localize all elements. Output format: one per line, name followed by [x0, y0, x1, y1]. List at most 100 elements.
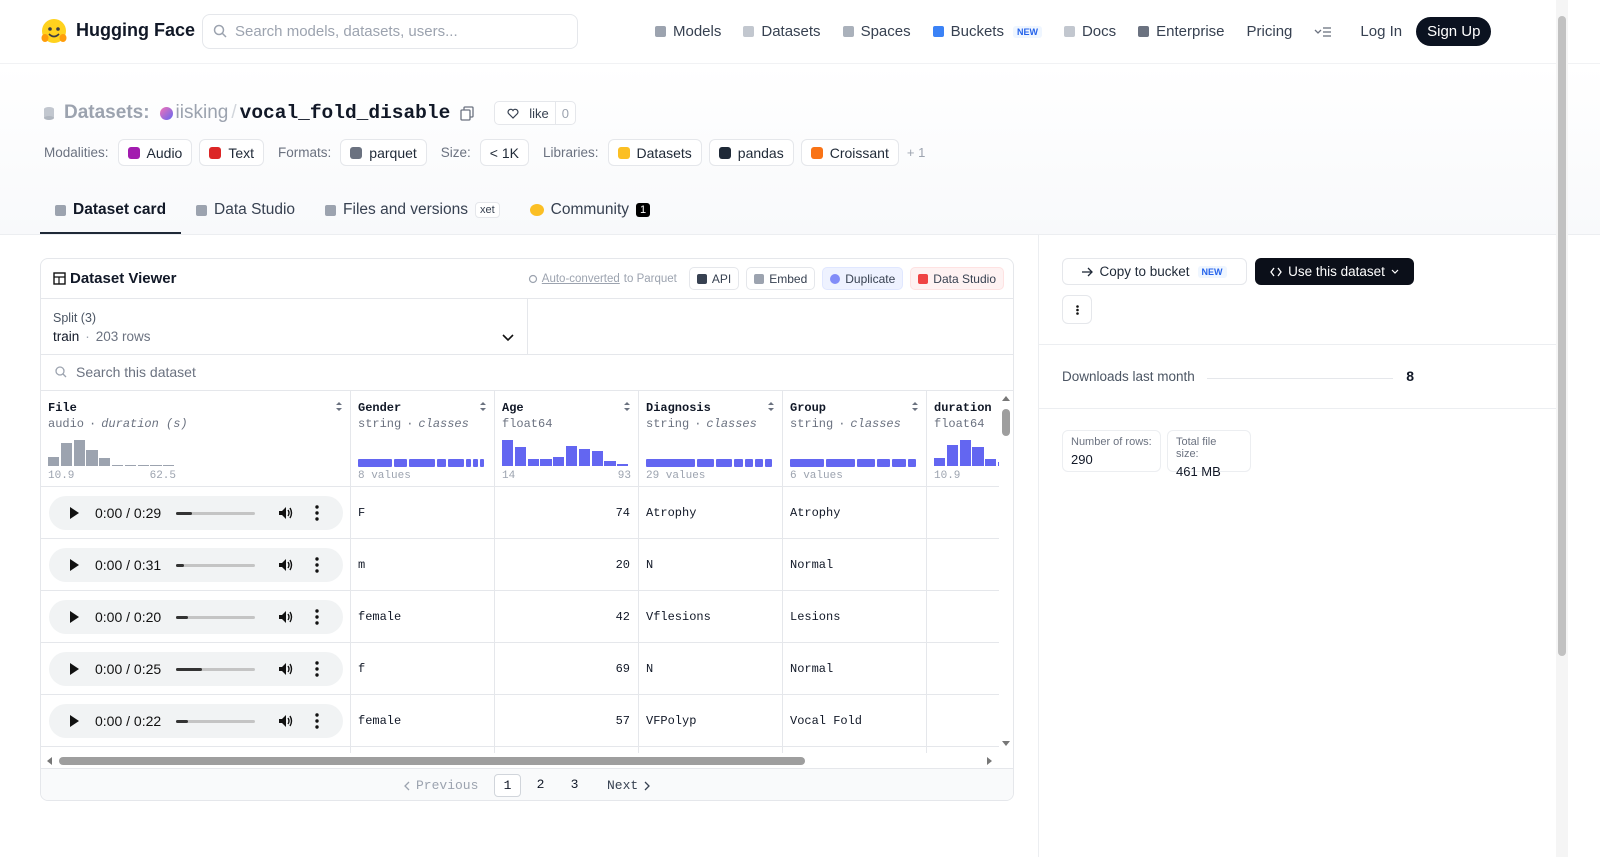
- page-next[interactable]: Next: [607, 778, 651, 793]
- histogram-bar[interactable]: [959, 440, 971, 466]
- copy-icon[interactable]: [460, 105, 474, 121]
- column-header[interactable]: Age float64 14 93: [495, 391, 639, 487]
- nav-link[interactable]: Spaces: [842, 23, 911, 40]
- column-header[interactable]: Gender string · classes 8 values: [351, 391, 495, 487]
- histogram-bar[interactable]: [150, 464, 162, 466]
- viewer-button[interactable]: API: [688, 267, 740, 290]
- login[interactable]: Log In: [1360, 23, 1403, 40]
- histogram-bar[interactable]: [514, 447, 527, 466]
- class-segment[interactable]: [716, 459, 733, 467]
- histogram-bar[interactable]: [553, 456, 565, 466]
- use-dataset[interactable]: Use this dataset: [1255, 258, 1414, 285]
- volume-button[interactable]: [278, 506, 294, 520]
- audio-progress[interactable]: [176, 668, 255, 671]
- histogram-bar[interactable]: [578, 449, 591, 466]
- scroll-left[interactable]: [46, 757, 52, 765]
- nav-link[interactable]: Datasets: [743, 23, 821, 40]
- signup[interactable]: Sign Up: [1416, 17, 1492, 46]
- class-segment[interactable]: [907, 459, 916, 467]
- histogram-bar[interactable]: [946, 445, 959, 466]
- audio-progress[interactable]: [176, 720, 255, 723]
- nav-link[interactable]: Enterprise: [1138, 23, 1225, 40]
- tag-chip[interactable]: pandas: [708, 139, 794, 166]
- audio-menu[interactable]: [315, 713, 319, 729]
- histogram-bar[interactable]: [591, 451, 603, 466]
- page-number[interactable]: 1: [494, 774, 521, 797]
- vscroll-thumb[interactable]: [1002, 409, 1010, 436]
- audio-progress[interactable]: [176, 512, 255, 515]
- tab[interactable]: Data Studio: [181, 188, 310, 232]
- play-button[interactable]: [69, 715, 79, 727]
- histogram-bar[interactable]: [502, 440, 514, 466]
- tag-chip[interactable]: parquet: [340, 139, 427, 166]
- class-segment[interactable]: [790, 459, 824, 467]
- nav-link[interactable]: Pricing: [1247, 23, 1293, 40]
- auto-link[interactable]: Auto-converted: [541, 272, 620, 285]
- hscroll-thumb[interactable]: [59, 757, 805, 765]
- histogram-bar[interactable]: [99, 457, 111, 466]
- class-segment[interactable]: [754, 459, 764, 467]
- tag-chip[interactable]: < 1K: [479, 139, 529, 166]
- class-segment[interactable]: [473, 459, 478, 467]
- viewer-button[interactable]: Embed: [746, 267, 816, 290]
- viewer-button[interactable]: Data Studio: [910, 267, 1004, 290]
- page-prev[interactable]: Previous: [404, 778, 478, 793]
- scroll-down[interactable]: [1002, 741, 1010, 747]
- audio-menu[interactable]: [315, 557, 319, 573]
- column-header[interactable]: Diagnosis string · classes 29 values: [639, 391, 783, 487]
- page-number[interactable]: 2: [536, 777, 545, 792]
- audio-progress[interactable]: [176, 616, 255, 619]
- column-header[interactable]: duration float64 10.9: [927, 391, 999, 487]
- histogram-bar[interactable]: [137, 464, 149, 466]
- scroll-up[interactable]: [1002, 395, 1010, 401]
- histogram-bar[interactable]: [527, 458, 539, 466]
- play-button[interactable]: [69, 611, 79, 623]
- class-segment[interactable]: [358, 459, 392, 467]
- like-button[interactable]: like 0: [494, 101, 577, 125]
- histogram-bar[interactable]: [86, 450, 98, 466]
- class-segment[interactable]: [393, 459, 408, 467]
- split-selector[interactable]: Split (3) train · 203 rows: [41, 299, 528, 355]
- nav-link[interactable]: Buckets NEW: [932, 23, 1042, 40]
- class-segment[interactable]: [437, 459, 446, 467]
- page-number[interactable]: 3: [570, 777, 579, 792]
- play-button[interactable]: [69, 663, 79, 675]
- class-segment[interactable]: [744, 459, 753, 467]
- nav-link[interactable]: Docs: [1063, 23, 1116, 40]
- histogram-bar[interactable]: [112, 464, 124, 466]
- class-segment[interactable]: [856, 459, 876, 467]
- owner-avatar[interactable]: [159, 106, 173, 120]
- tab[interactable]: Community 1: [515, 188, 666, 232]
- audio-menu[interactable]: [315, 609, 319, 625]
- class-segment[interactable]: [825, 459, 855, 467]
- class-segment[interactable]: [765, 459, 772, 467]
- nav-link[interactable]: Models: [655, 23, 721, 40]
- histogram-bar[interactable]: [566, 446, 578, 466]
- class-segment[interactable]: [877, 459, 891, 467]
- class-segment[interactable]: [734, 459, 743, 467]
- histogram-bar[interactable]: [934, 457, 946, 466]
- tag-chip[interactable]: Datasets: [607, 139, 702, 166]
- search-box[interactable]: Search models, datasets, users...: [202, 14, 578, 49]
- volume-button[interactable]: [278, 662, 294, 676]
- histogram-bar[interactable]: [124, 464, 137, 466]
- histogram-bar[interactable]: [604, 460, 616, 466]
- viewer-button[interactable]: Duplicate: [822, 267, 904, 290]
- class-segment[interactable]: [465, 459, 472, 467]
- tag-chip[interactable]: Text: [199, 139, 265, 166]
- volume-button[interactable]: [278, 610, 294, 624]
- tag-chip[interactable]: Audio: [117, 139, 193, 166]
- tab[interactable]: Files and versions xet: [310, 188, 515, 232]
- tag-chip[interactable]: Croissant: [800, 139, 899, 166]
- histogram-bar[interactable]: [617, 463, 629, 466]
- histogram-bar[interactable]: [60, 443, 73, 466]
- more-button[interactable]: [1062, 295, 1092, 324]
- class-segment[interactable]: [697, 459, 715, 467]
- tab[interactable]: Dataset card: [40, 188, 182, 234]
- repo-name[interactable]: vocal_fold_disable: [239, 102, 451, 124]
- audio-progress[interactable]: [176, 564, 255, 567]
- histogram-bar[interactable]: [985, 458, 997, 466]
- histogram-bar[interactable]: [48, 456, 60, 466]
- play-button[interactable]: [69, 559, 79, 571]
- class-segment[interactable]: [479, 459, 484, 467]
